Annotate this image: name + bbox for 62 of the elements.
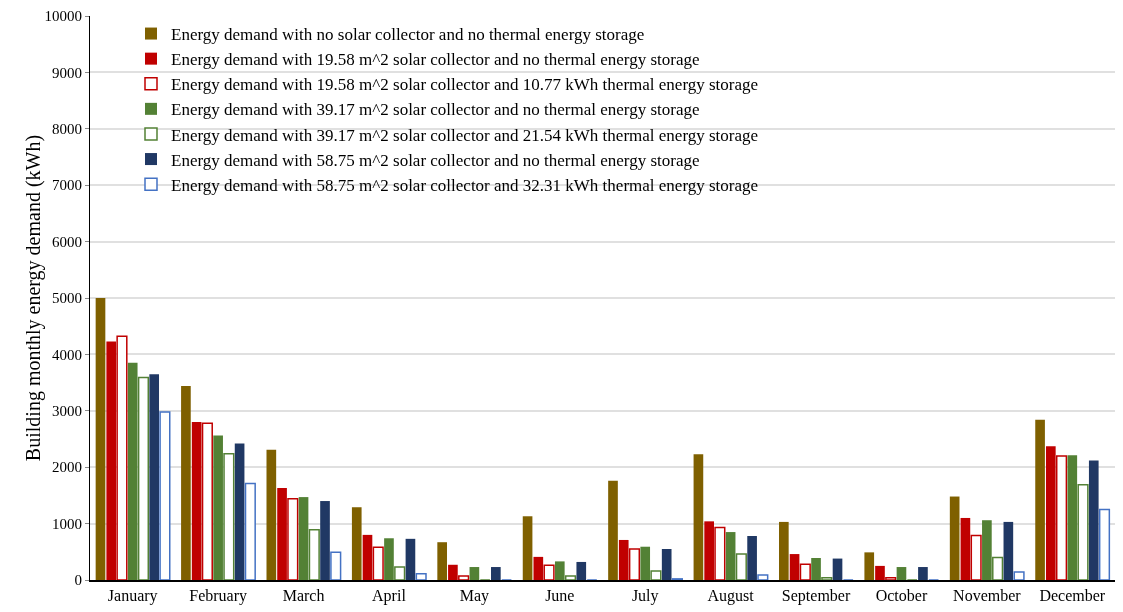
x-tick-label: May (459, 586, 490, 605)
bar (181, 385, 191, 580)
bar (437, 542, 447, 580)
x-tick-label: September (781, 586, 851, 605)
bar (608, 480, 618, 580)
y-tick-label: 4000 (52, 346, 82, 363)
bar (522, 516, 533, 580)
x-tick-label: November (953, 586, 1022, 604)
bar (693, 454, 704, 580)
y-tick-label: 0 (74, 572, 82, 589)
x-tick-label: January (107, 586, 158, 605)
bar (661, 548, 672, 580)
bar (779, 521, 789, 580)
bar (244, 482, 256, 580)
y-tick-label: 2000 (52, 459, 82, 476)
legend-label: Energy demand with 39.17 m^2 solar collector and 21.54 kWh thermal energy storage (171, 125, 759, 145)
bar (330, 551, 342, 580)
bar (1088, 460, 1099, 580)
bar (320, 501, 330, 580)
bar (918, 567, 928, 580)
bar (1013, 571, 1025, 580)
legend-label: Energy demand with 58.75 m^2 solar collector and no thermal energy storage (171, 150, 700, 170)
x-tick-label: December (1039, 586, 1106, 604)
legend-label: Energy demand with no solar collector and no thermal energy storage (171, 25, 645, 45)
bar (747, 536, 757, 580)
x-tick-label: March (282, 586, 325, 604)
y-tick-label: 6000 (52, 233, 82, 250)
y-tick-label: 9000 (52, 64, 82, 81)
bar (1003, 521, 1014, 580)
legend-label: Energy demand with 39.17 m^2 solar collector and no thermal energy storage (171, 100, 700, 120)
y-tick-label: 10000 (44, 8, 82, 25)
bar (266, 449, 277, 580)
bar (351, 507, 362, 580)
bar (491, 567, 501, 580)
x-tick-label: October (875, 586, 928, 604)
bar (159, 411, 171, 580)
y-tick-label: 3000 (52, 403, 82, 420)
bar (234, 443, 245, 580)
x-tick-label: July (631, 586, 659, 605)
bar (757, 574, 769, 580)
legend-label: Energy demand with 19.58 m^2 solar collector and no thermal energy storage (171, 50, 700, 70)
bar (405, 538, 416, 580)
bar (415, 573, 427, 580)
y-tick-label: 7000 (52, 177, 82, 194)
x-tick-label: February (189, 586, 248, 605)
bar (149, 374, 160, 580)
legend-label: Energy demand with 58.75 m^2 solar collector and 32.31 kWh thermal energy storage (171, 175, 759, 195)
bar (1035, 419, 1045, 580)
x-tick-label: June (545, 586, 575, 604)
x-tick-label: April (372, 586, 407, 605)
y-tick-label: 8000 (52, 121, 82, 138)
bar (949, 496, 960, 580)
y-axis-title: Building monthly energy demand (kWh) (22, 134, 45, 462)
legend-label: Energy demand with 19.58 m^2 solar collector and 10.77 kWh thermal energy storage (171, 75, 759, 95)
bar (576, 561, 587, 580)
bar (864, 552, 875, 580)
bar (1098, 508, 1111, 580)
x-tick-label: August (707, 586, 755, 605)
y-tick-label: 5000 (52, 290, 82, 307)
bar (95, 298, 106, 580)
y-tick-label: 1000 (52, 515, 82, 532)
bar (832, 558, 843, 580)
